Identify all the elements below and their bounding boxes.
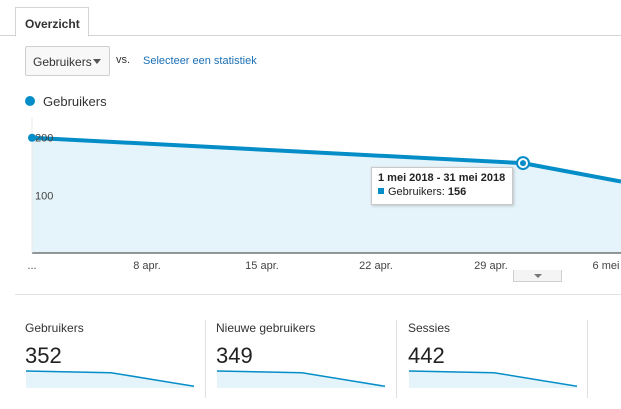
card-divider [587, 320, 588, 398]
chevron-down-icon [534, 274, 542, 278]
chart-collapse-handle[interactable] [513, 270, 562, 282]
tooltip-row: Gebruikers: 156 [378, 186, 512, 198]
metric-card-label: Gebruikers [25, 321, 84, 335]
metric-card-value: 352 [25, 343, 62, 368]
sparkline [25, 370, 195, 388]
sparkline [408, 370, 578, 388]
x-tick-label: 22 apr. [359, 260, 393, 272]
sparkline-area [26, 371, 194, 388]
series-area [32, 137, 621, 253]
metric-select-label: Gebruikers [33, 55, 92, 69]
data-point [28, 133, 36, 142]
data-point-center [520, 160, 526, 167]
x-tick-label: ... [27, 260, 36, 272]
x-tick-label: 6 mei [593, 260, 620, 272]
card-divider [396, 320, 397, 398]
tooltip-label: Gebruikers: [388, 186, 448, 198]
metric-select[interactable]: Gebruikers [25, 46, 110, 76]
sparkline-area [217, 371, 385, 388]
metric-card-sessies[interactable]: Sessies 442 [408, 320, 588, 398]
sparkline-line [408, 370, 578, 388]
section-divider [15, 294, 621, 295]
chevron-down-icon [93, 59, 101, 64]
legend-label: Gebruikers [43, 94, 107, 109]
x-tick-label: 15 apr. [245, 260, 279, 272]
y-tick-label: 200 [35, 133, 53, 145]
series-square-icon [378, 188, 384, 194]
sparkline-line [216, 370, 386, 388]
x-tick-label: 29 apr. [474, 260, 508, 272]
vs-label: vs. [116, 54, 131, 66]
chart-controls: Gebruikers vs. Selecteer een statistiek [25, 46, 615, 76]
metric-card-value: 349 [216, 343, 253, 368]
legend-dot-icon [25, 96, 35, 106]
chart-tooltip: 1 mei 2018 - 31 mei 2018 Gebruikers: 156 [371, 167, 513, 205]
tab-bar: Overzicht [0, 0, 621, 37]
tooltip-value: 156 [447, 186, 467, 198]
y-tick-label: 100 [35, 190, 53, 202]
metric-card-value: 442 [408, 343, 445, 368]
card-divider [205, 320, 206, 398]
metric-card-label: Nieuwe gebruikers [216, 321, 316, 335]
tooltip-range: 1 mei 2018 - 31 mei 2018 [378, 172, 506, 184]
metric-card-gebruikers[interactable]: Gebruikers 352 [25, 320, 205, 398]
metric-card-nieuwe-gebruikers[interactable]: Nieuwe gebruikers 349 [216, 320, 396, 398]
compare-metric-link[interactable]: Selecteer een statistiek [143, 55, 257, 67]
sparkline [216, 370, 386, 388]
users-line-chart[interactable]: 200 100... 8 apr. 15 apr. 22 apr. 29 apr. 6 me… [0, 110, 621, 275]
metric-card-label: Sessies [408, 321, 451, 335]
x-tick-label: 8 apr. [133, 260, 161, 272]
sparkline-line [25, 370, 195, 388]
sparkline-area [409, 371, 577, 388]
tab-overzicht[interactable]: Overzicht [15, 7, 89, 37]
